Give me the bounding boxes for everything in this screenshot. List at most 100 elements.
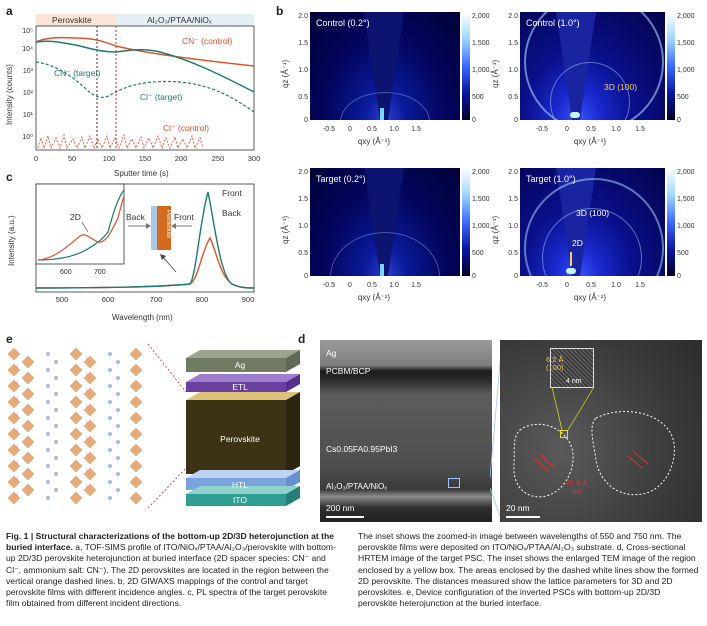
panel-b-axes: 2,000 1,500 1,000 500 0 2,000 1,500 1,00… <box>281 13 695 302</box>
colorbar-2 <box>667 12 675 120</box>
svg-text:10⁵: 10⁵ <box>22 28 33 35</box>
colorbar-3 <box>462 168 470 276</box>
svg-text:1.0: 1.0 <box>389 282 399 289</box>
device-substrate-bar <box>151 206 157 250</box>
svg-text:0: 0 <box>348 282 352 289</box>
svg-text:1.0: 1.0 <box>389 126 399 133</box>
title-target-1-0: Target (1.0°) <box>526 174 576 184</box>
peak-label-2d-target: 2D <box>572 238 583 248</box>
svg-text:-0.5: -0.5 <box>323 282 335 289</box>
cn-control-curve <box>35 36 255 67</box>
svg-text:150: 150 <box>139 154 152 163</box>
front-peak-label: Front <box>222 188 242 198</box>
svg-text:1.5: 1.5 <box>508 196 518 203</box>
svg-text:1.5: 1.5 <box>298 40 308 47</box>
scalebar-left-text: 200 nm <box>326 503 355 513</box>
layer-al2o3-text: Al₂O₃/PTAA/NiOₓ <box>326 482 387 491</box>
svg-text:1.5: 1.5 <box>635 126 645 133</box>
panel-d-label: d <box>298 332 306 346</box>
substrate-region-band <box>116 14 254 26</box>
svg-text:0: 0 <box>677 273 681 280</box>
layer-cs-text: Cs0.05FA0.95PbI3 <box>326 444 398 454</box>
svg-text:1.0: 1.0 <box>298 223 308 230</box>
svg-text:2,000: 2,000 <box>472 169 490 176</box>
inset-back-curve <box>37 195 125 261</box>
lattice-3d-text: 6.2 Å (100) <box>546 355 564 372</box>
qz-label-4: qz (Å⁻¹) <box>491 215 500 244</box>
svg-text:1.5: 1.5 <box>508 40 518 47</box>
qxy-label-1: qxy (Å⁻¹) <box>358 137 391 146</box>
panel-a-frame <box>35 25 255 151</box>
svg-text:10⁴: 10⁴ <box>22 46 33 53</box>
crystal-structure <box>7 347 143 505</box>
svg-text:1.5: 1.5 <box>298 196 308 203</box>
svg-text:10³: 10³ <box>23 68 34 75</box>
annotation-cl-control: Cl⁻ (control) <box>163 123 209 133</box>
peak-label-3d-target: 3D (100) <box>576 208 610 218</box>
inset-scale-text: 4 nm <box>566 378 582 385</box>
svg-text:1,500: 1,500 <box>677 196 695 203</box>
svg-text:0.5: 0.5 <box>508 250 518 257</box>
svg-text:1.0: 1.0 <box>611 282 621 289</box>
qxy-label-4: qxy (Å⁻¹) <box>574 293 607 302</box>
giwaxs-control-1-0: Control (1.0°) 3D (100) <box>520 12 665 120</box>
svg-text:1.5: 1.5 <box>411 282 421 289</box>
svg-text:2,000: 2,000 <box>677 13 695 20</box>
layer-perovskite-label: Perovskite <box>220 434 260 444</box>
panel-a-ylabel: Intensity (counts) <box>5 64 14 125</box>
annotation-cn-control: CN⁻ (control) <box>182 36 232 46</box>
colorbar-4 <box>667 168 675 276</box>
panel-a-label: a <box>6 4 13 18</box>
hrtem-inset <box>550 348 594 388</box>
panel-c-xlabel: Wavelength (nm) <box>112 313 173 322</box>
title-control-1-0: Control (1.0°) <box>526 18 580 28</box>
svg-text:700: 700 <box>150 295 163 304</box>
qz-label-1: qz (Å⁻¹) <box>281 59 290 88</box>
panel-b-label: b <box>276 4 284 18</box>
cl-target-curve <box>35 61 255 113</box>
svg-text:600: 600 <box>102 295 115 304</box>
svg-text:-0.5: -0.5 <box>536 126 548 133</box>
svg-text:-0.5: -0.5 <box>323 126 335 133</box>
svg-text:1.0: 1.0 <box>508 67 518 74</box>
lattice-2d-text: 21.8 Å 2D <box>566 478 588 496</box>
svg-text:1.5: 1.5 <box>635 282 645 289</box>
layer-pcbm-text: PCBM/BCP <box>326 366 371 376</box>
svg-text:1,000: 1,000 <box>677 67 695 74</box>
svg-text:2.0: 2.0 <box>298 13 308 20</box>
svg-text:500: 500 <box>677 250 689 257</box>
svg-text:1.0: 1.0 <box>611 126 621 133</box>
caption-right-text: The inset shows the zoomed-in image betw… <box>358 531 699 609</box>
pl-inset-frame <box>35 183 125 265</box>
svg-text:1,500: 1,500 <box>472 40 490 47</box>
svg-text:0: 0 <box>677 117 681 124</box>
layer-ag-label: Ag <box>235 360 246 370</box>
panel-e-label: e <box>6 332 13 346</box>
region-perovskite-label: Perovskite <box>52 15 92 25</box>
svg-text:0: 0 <box>304 117 308 124</box>
svg-text:200: 200 <box>175 154 188 163</box>
svg-text:0: 0 <box>514 117 518 124</box>
svg-text:1,500: 1,500 <box>472 196 490 203</box>
hrtem-image-right: 6.2 Å (100) 4 nm 21.8 Å 2D 20 nm <box>500 340 702 522</box>
svg-text:50: 50 <box>68 154 76 163</box>
svg-text:1,000: 1,000 <box>472 67 490 74</box>
panel-c-label: c <box>6 170 13 184</box>
inset-2d-label: 2D <box>70 212 81 222</box>
panel-a-chart: Perovskite Al₂O₃/PTAA/NiOₓ CN⁻ (control)… <box>5 14 261 178</box>
layer-ito-label: ITO <box>233 495 247 505</box>
svg-text:-0.5: -0.5 <box>536 282 548 289</box>
svg-text:100: 100 <box>103 154 116 163</box>
svg-text:1,000: 1,000 <box>472 223 490 230</box>
caption-right: The inset shows the zoomed-in image betw… <box>358 531 701 609</box>
svg-text:300: 300 <box>248 154 261 163</box>
panel-e-device: Ag ETL Perovskite HTL ITO <box>7 343 300 509</box>
svg-text:0.5: 0.5 <box>367 282 377 289</box>
region-substrate-label: Al₂O₃/PTAA/NiOₓ <box>147 15 212 25</box>
annotation-cn-target: CN⁻ (target) <box>54 68 101 78</box>
hrtem-image-left: Ag PCBM/BCP Cs0.05FA0.95PbI3 Al₂O₃/PTAA/… <box>320 340 492 522</box>
svg-text:250: 250 <box>212 154 225 163</box>
back-arrow-label: Back <box>126 212 146 222</box>
svg-text:2,000: 2,000 <box>472 13 490 20</box>
svg-text:2.0: 2.0 <box>508 13 518 20</box>
